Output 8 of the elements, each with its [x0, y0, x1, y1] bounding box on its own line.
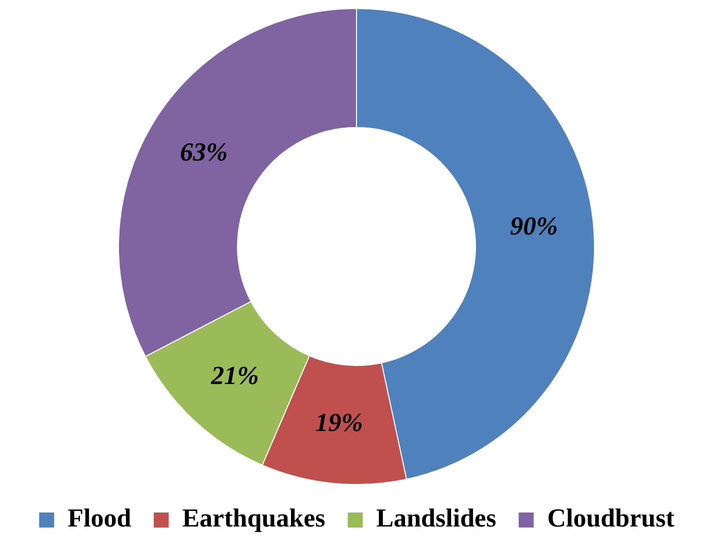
data-label: 19%	[315, 408, 363, 437]
legend-label: Landslides	[376, 504, 496, 533]
legend-label: Earthquakes	[182, 504, 326, 533]
legend-label: Cloudbrust	[547, 504, 675, 533]
legend-label: Flood	[68, 504, 132, 533]
data-label: 63%	[180, 138, 228, 167]
data-label: 90%	[510, 211, 558, 240]
data-label: 21%	[210, 360, 259, 390]
